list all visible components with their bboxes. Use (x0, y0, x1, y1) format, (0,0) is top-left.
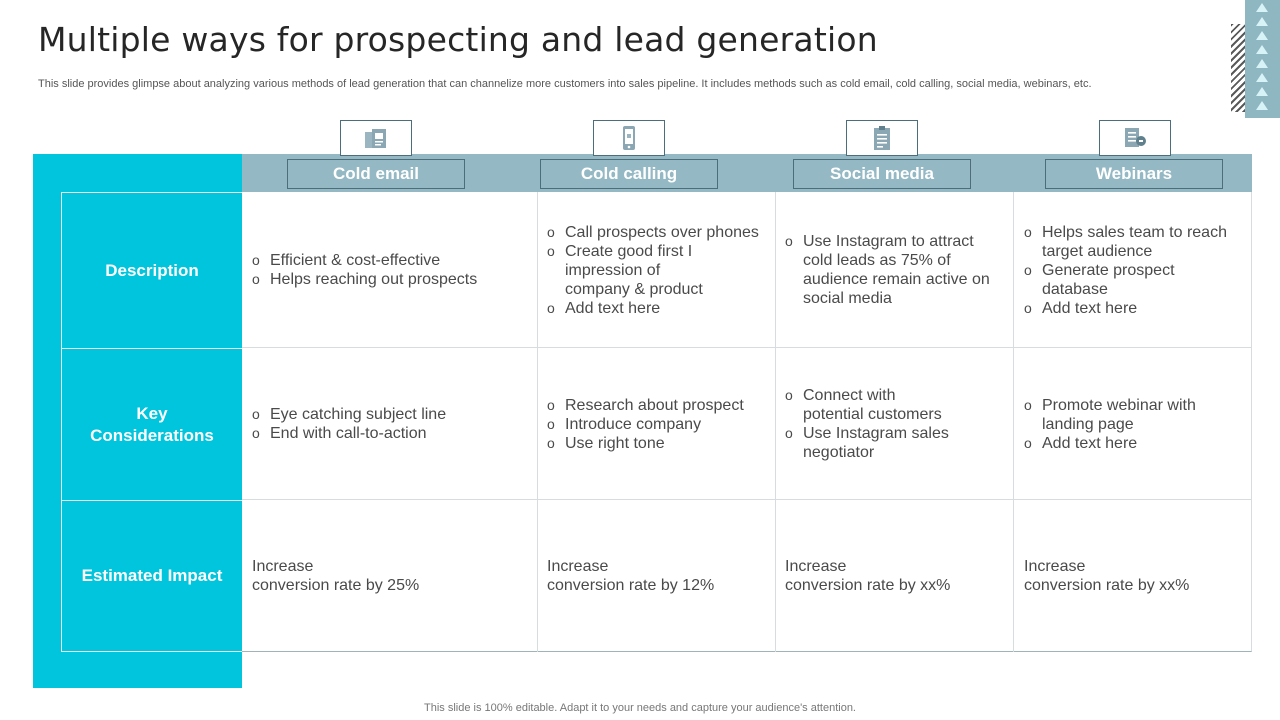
bullet-list: Connect with potential customers Use Ins… (785, 386, 983, 462)
list-item: Add text here (547, 299, 759, 318)
table-cell: Eye catching subject line End with call-… (252, 348, 532, 500)
bullet-list: Call prospects over phones Create good f… (547, 223, 759, 318)
impact-text: Increase conversion rate by 25% (252, 558, 420, 594)
table-cell: Use Instagram to attract cold leads as 7… (785, 192, 1007, 348)
bullet-list: Efficient & cost-effective Helps reachin… (252, 251, 477, 289)
column-header-webinars: Webinars (1045, 159, 1223, 189)
impact-text: Increase conversion rate by xx% (1024, 558, 1190, 594)
row-label-estimated-impact: Estimated Impact (61, 500, 242, 652)
table-cell: Call prospects over phones Create good f… (547, 192, 769, 348)
list-item: Call prospects over phones (547, 223, 759, 242)
row-label-text: Description (105, 260, 199, 280)
row-label-key-considerations: Key Considerations (61, 348, 242, 500)
list-item: Research about prospect (547, 396, 744, 415)
impact-text: Increase conversion rate by xx% (785, 558, 951, 594)
column-header-cold-email: Cold email (287, 159, 465, 189)
presentation-screen-icon (1125, 128, 1146, 147)
column-header-label: Cold calling (580, 164, 678, 183)
corner-stripe-decoration (1231, 24, 1245, 112)
table-cell: Research about prospect Introduce compan… (547, 348, 769, 500)
slide-footer: This slide is 100% editable. Adapt it to… (424, 702, 856, 714)
row-label-text: Key Considerations (90, 403, 214, 445)
table-cell: Helps sales team to reach target audienc… (1024, 192, 1246, 348)
list-item: Helps sales team to reach target audienc… (1024, 223, 1246, 261)
clipboard-icon (874, 126, 890, 150)
list-item: Add text here (1024, 299, 1246, 318)
list-item: Introduce company (547, 415, 744, 434)
row-label-description: Description (61, 192, 242, 348)
list-item: Connect with potential customers (785, 386, 953, 424)
list-item: Create good first I impression of compan… (547, 242, 715, 299)
grid-divider (1013, 192, 1014, 652)
table-cell: Connect with potential customers Use Ins… (785, 348, 1007, 500)
table-cell: Increase conversion rate by 25% (252, 500, 532, 652)
grid-divider (775, 192, 776, 652)
table-cell: Promote webinar with landing page Add te… (1024, 348, 1246, 500)
list-item: Efficient & cost-effective (252, 251, 477, 270)
slide-subtitle: This slide provides glimpse about analyz… (38, 78, 1092, 90)
column-icon-box (1099, 120, 1171, 156)
table-cell: Increase conversion rate by xx% (785, 500, 1007, 652)
list-item: Generate prospect database (1024, 261, 1212, 299)
mobile-phone-icon (623, 126, 635, 150)
slide-title: Multiple ways for prospecting and lead g… (38, 20, 878, 59)
list-item: Use Instagram sales negotiator (785, 424, 983, 462)
grid-divider (242, 499, 1252, 500)
table-cell: Efficient & cost-effective Helps reachin… (252, 192, 532, 348)
bullet-list: Use Instagram to attract cold leads as 7… (785, 232, 995, 308)
bullet-list: Helps sales team to reach target audienc… (1024, 223, 1246, 318)
list-item: Add text here (1024, 434, 1222, 453)
list-item: End with call-to-action (252, 424, 446, 443)
bullet-list: Research about prospect Introduce compan… (547, 396, 744, 453)
list-item: Promote webinar with landing page (1024, 396, 1222, 434)
list-item: Use Instagram to attract cold leads as 7… (785, 232, 995, 308)
table-grid (242, 192, 1252, 652)
list-item: Helps reaching out prospects (252, 270, 477, 289)
column-header-social-media: Social media (793, 159, 971, 189)
table-cell: Increase conversion rate by 12% (547, 500, 769, 652)
column-header-cold-calling: Cold calling (540, 159, 718, 189)
column-icon-box (593, 120, 665, 156)
column-header-label: Cold email (333, 164, 419, 183)
table-cell: Increase conversion rate by xx% (1024, 500, 1246, 652)
column-icon-box (340, 120, 412, 156)
row-label-text: Estimated Impact (81, 566, 223, 585)
grid-divider (537, 192, 538, 652)
column-icon-box (846, 120, 918, 156)
bullet-list: Eye catching subject line End with call-… (252, 405, 446, 443)
list-item: Eye catching subject line (252, 405, 446, 424)
grid-divider (242, 347, 1252, 348)
column-header-label: Social media (830, 164, 934, 183)
column-header-label: Webinars (1095, 164, 1173, 183)
email-document-icon (365, 129, 386, 148)
corner-triangles-decoration (1245, 0, 1280, 118)
impact-text: Increase conversion rate by 12% (547, 558, 715, 594)
list-item: Use right tone (547, 434, 744, 453)
bullet-list: Promote webinar with landing page Add te… (1024, 396, 1222, 453)
